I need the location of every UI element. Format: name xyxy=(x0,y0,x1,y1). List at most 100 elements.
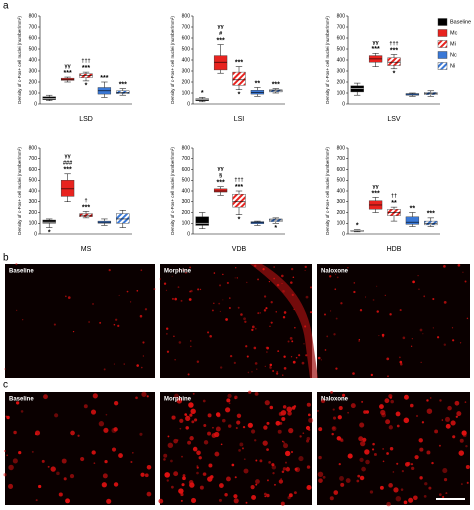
cell-spot xyxy=(459,438,464,443)
cell-spot xyxy=(340,438,344,443)
chart-title: HDB xyxy=(387,246,402,253)
cell-spot xyxy=(317,356,321,360)
cell-spot xyxy=(330,391,333,394)
cell-spot xyxy=(336,276,339,279)
cell-spot xyxy=(331,432,334,436)
cell-spot xyxy=(165,289,168,292)
cell-spot xyxy=(244,320,247,323)
cell-spot xyxy=(420,361,422,364)
cell-spot xyxy=(213,272,216,274)
panel-label: b xyxy=(3,253,9,264)
cell-spot xyxy=(181,483,185,487)
significance: *** xyxy=(82,204,90,211)
y-tick-label: 500 xyxy=(182,46,191,52)
y-tick-label: 0 xyxy=(342,101,345,107)
legend-label: Nc xyxy=(450,52,457,58)
cell-spot xyxy=(299,435,302,438)
cell-spot xyxy=(411,338,413,340)
y-tick-label: 500 xyxy=(182,178,191,184)
cell-spot xyxy=(429,397,432,399)
cell-spot xyxy=(250,485,255,490)
cell-spot xyxy=(176,398,183,404)
cell-spot xyxy=(286,406,293,413)
cell-spot xyxy=(199,288,202,291)
cell-spot xyxy=(465,444,468,448)
cell-spot xyxy=(466,317,469,320)
cell-spot xyxy=(285,461,287,464)
chart-title: LSV xyxy=(387,116,401,123)
cell-spot xyxy=(159,278,162,280)
cell-spot xyxy=(91,450,96,455)
cell-spot xyxy=(225,407,231,413)
cell-spot xyxy=(350,403,356,409)
y-tick-label: 700 xyxy=(29,24,38,30)
cell-spot xyxy=(458,450,465,456)
cell-spot xyxy=(184,413,188,416)
cell-spot xyxy=(182,474,186,477)
cell-spot xyxy=(293,308,295,311)
y-tick-label: 300 xyxy=(29,199,38,205)
cell-spot xyxy=(333,490,339,495)
cell-spot xyxy=(345,478,351,484)
cell-spot xyxy=(227,393,232,399)
cell-spot xyxy=(322,475,326,479)
cell-spot xyxy=(423,295,426,298)
cell-spot xyxy=(399,309,402,312)
box xyxy=(232,194,246,208)
cell-spot xyxy=(209,334,212,338)
cell-spot xyxy=(395,411,401,417)
cell-spot xyxy=(189,413,193,417)
chart-title: MS xyxy=(81,246,92,253)
cell-spot xyxy=(92,303,94,305)
cell-spot xyxy=(192,446,198,452)
cell-spot xyxy=(417,274,419,277)
cell-spot xyxy=(316,409,319,412)
cell-spot xyxy=(414,455,419,460)
cell-spot xyxy=(271,465,277,470)
cell-spot xyxy=(431,461,434,465)
cell-spot xyxy=(294,467,298,471)
cell-spot xyxy=(212,426,214,429)
cell-spot xyxy=(266,448,269,452)
cell-spot xyxy=(69,473,75,479)
cell-spot xyxy=(113,323,116,326)
cell-spot xyxy=(421,421,425,424)
cell-spot xyxy=(153,288,156,291)
significance: *** xyxy=(82,65,90,72)
cell-spot xyxy=(179,427,182,430)
cell-spot xyxy=(191,420,195,424)
cell-spot xyxy=(419,328,423,332)
y-tick-label: 700 xyxy=(337,24,346,30)
cell-spot xyxy=(385,419,391,425)
cell-spot xyxy=(173,335,175,338)
cell-spot xyxy=(182,269,185,271)
cell-spot xyxy=(329,496,334,501)
cell-spot xyxy=(226,398,231,403)
cell-spot xyxy=(331,426,337,431)
micrograph xyxy=(317,264,470,378)
cell-spot xyxy=(158,498,164,504)
cell-spot xyxy=(304,265,307,269)
cell-spot xyxy=(240,313,243,316)
legend-label: Baseline xyxy=(450,19,471,25)
cell-spot xyxy=(464,401,467,403)
significance: ††† xyxy=(81,59,90,65)
cell-spot xyxy=(399,356,401,359)
cell-spot xyxy=(428,486,432,490)
cell-spot xyxy=(88,321,90,323)
cell-spot xyxy=(347,267,349,269)
cell-spot xyxy=(174,297,177,301)
cell-spot xyxy=(273,277,275,280)
cell-spot xyxy=(189,290,192,293)
cell-spot xyxy=(282,467,287,471)
significance: * xyxy=(238,92,241,99)
y-tick-label: 800 xyxy=(337,13,346,19)
cell-spot xyxy=(83,404,88,409)
cell-spot xyxy=(379,485,384,490)
cell-spot xyxy=(248,390,252,394)
cell-spot xyxy=(359,309,363,312)
cell-spot xyxy=(41,459,45,463)
cell-spot xyxy=(266,351,268,353)
cell-spot xyxy=(218,498,222,502)
significance: *** xyxy=(64,70,72,77)
